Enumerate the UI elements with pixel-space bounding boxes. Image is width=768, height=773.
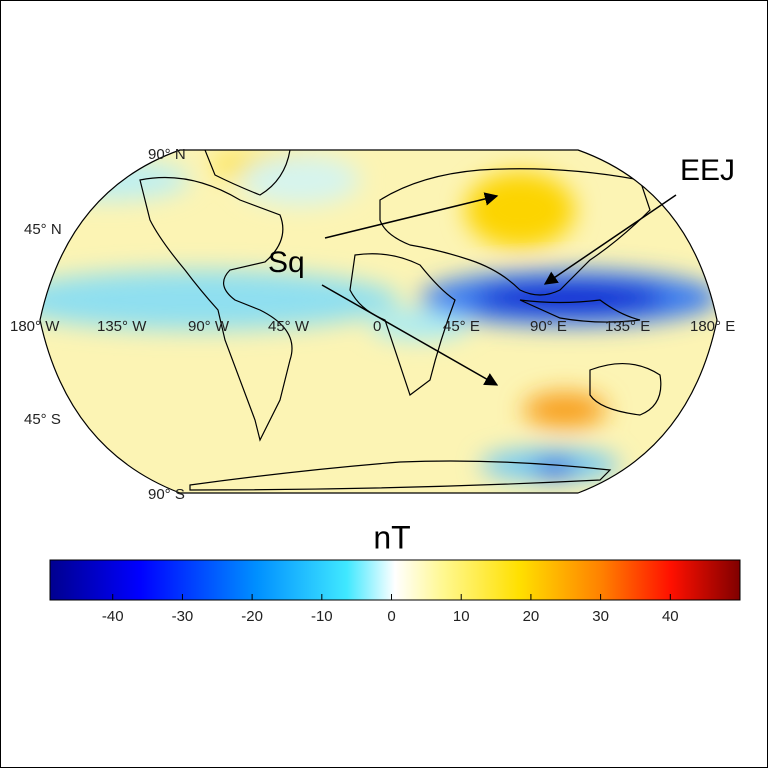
longitude-label: 45° W xyxy=(268,318,310,335)
colorbar-tick-label: 10 xyxy=(453,608,470,625)
longitude-label: 45° E xyxy=(443,318,480,335)
colorbar xyxy=(49,559,741,601)
map-outline xyxy=(39,149,718,494)
colorbar-tick-label: 40 xyxy=(662,608,679,625)
colorbar-tick-label: 0 xyxy=(387,608,395,625)
colorbar-tick-label: 30 xyxy=(592,608,609,625)
latitude-label: 45° S xyxy=(24,411,61,428)
arrow xyxy=(321,284,499,386)
field-map xyxy=(40,150,717,493)
longitude-label: 135° E xyxy=(605,318,650,335)
arrow xyxy=(324,192,499,239)
colorbar-tick-label: -30 xyxy=(172,608,194,625)
colorbar-tick-label: -20 xyxy=(241,608,263,625)
colorbar-tick-label: -10 xyxy=(311,608,333,625)
annotation: EEJ xyxy=(680,154,735,187)
colorbar-tick-label: 20 xyxy=(523,608,540,625)
longitude-label: 90° E xyxy=(530,318,567,335)
longitude-label: 0 xyxy=(373,318,381,335)
arrow xyxy=(543,194,677,285)
longitude-label: 90° W xyxy=(188,318,230,335)
longitude-label: 135° W xyxy=(97,318,147,335)
annotation: Sq xyxy=(268,246,305,279)
colorbar-tick-label: -40 xyxy=(102,608,124,625)
latitude-label: 90° S xyxy=(148,486,185,503)
latitude-label: 90° N xyxy=(148,146,186,163)
longitude-label: 180° E xyxy=(690,318,735,335)
latitude-label: 45° N xyxy=(24,221,62,238)
longitude-label: 180° W xyxy=(10,318,60,335)
colorbar-label: nT xyxy=(373,519,410,555)
